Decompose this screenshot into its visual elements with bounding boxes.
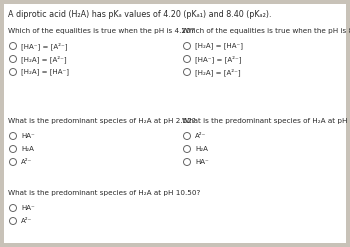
FancyBboxPatch shape <box>4 4 346 243</box>
Text: What is the predominant species of H₂A at pH 2.52?: What is the predominant species of H₂A a… <box>8 118 196 124</box>
Text: HA⁻: HA⁻ <box>21 133 35 139</box>
Text: H₂A: H₂A <box>195 146 208 152</box>
Text: A diprotic acid (H₂A) has pKₐ values of 4.20 (pKₐ₁) and 8.40 (pKₐ₂).: A diprotic acid (H₂A) has pKₐ values of … <box>8 10 272 19</box>
Text: [H₂A] = [A²⁻]: [H₂A] = [A²⁻] <box>21 55 66 63</box>
Text: HA⁻: HA⁻ <box>21 205 35 211</box>
Text: [H₂A] = [HA⁻]: [H₂A] = [HA⁻] <box>21 69 69 75</box>
Text: A²⁻: A²⁻ <box>195 133 206 139</box>
Text: H₂A: H₂A <box>21 146 34 152</box>
Text: Which of the equalities is true when the pH is 8.40?: Which of the equalities is true when the… <box>182 28 350 34</box>
Text: What is the predominant species of H₂A at pH 7.01?: What is the predominant species of H₂A a… <box>182 118 350 124</box>
Text: [H₂A] = [A²⁻]: [H₂A] = [A²⁻] <box>195 68 241 76</box>
Text: What is the predominant species of H₂A at pH 10.50?: What is the predominant species of H₂A a… <box>8 190 200 196</box>
Text: A²⁻: A²⁻ <box>21 159 32 165</box>
Text: A²⁻: A²⁻ <box>21 218 32 224</box>
Text: HA⁻: HA⁻ <box>195 159 209 165</box>
Text: [HA⁻] = [A²⁻]: [HA⁻] = [A²⁻] <box>195 55 241 63</box>
Text: [H₂A] = [HA⁻]: [H₂A] = [HA⁻] <box>195 43 243 49</box>
Text: Which of the equalities is true when the pH is 4.20?: Which of the equalities is true when the… <box>8 28 195 34</box>
Text: [HA⁻] = [A²⁻]: [HA⁻] = [A²⁻] <box>21 42 68 50</box>
